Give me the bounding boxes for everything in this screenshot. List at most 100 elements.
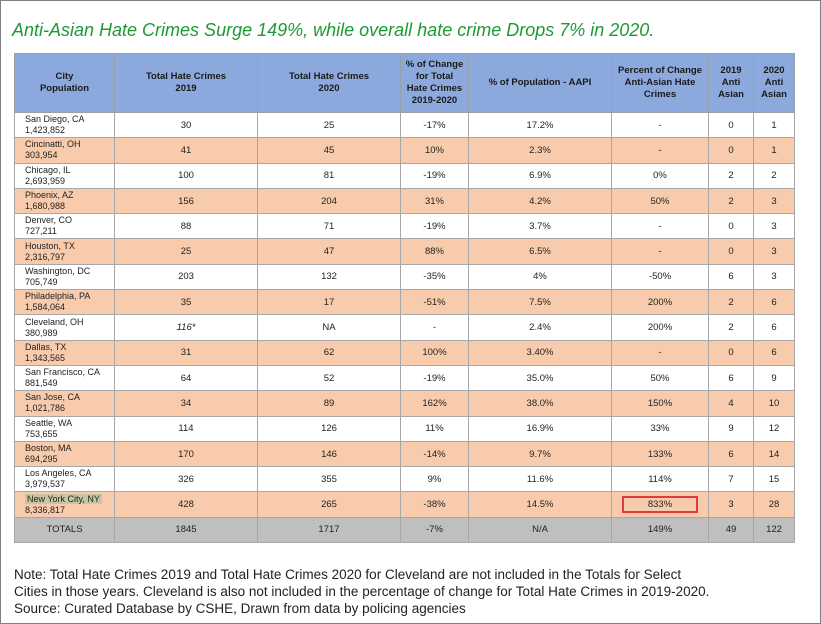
cell-asian_change: 50% <box>611 364 709 392</box>
cell-asian2019: 0 <box>708 137 754 164</box>
total-asian2019: 49 <box>708 516 754 543</box>
cell-asian2019: 6 <box>708 440 754 468</box>
city-cell: Los Angeles, CA 3,979,537 <box>14 466 115 493</box>
city-name: Los Angeles, CA <box>25 468 92 479</box>
cell-aapi: 4% <box>468 263 612 291</box>
city-name: Phoenix, AZ <box>25 190 74 201</box>
city-name: Boston, MA <box>25 443 72 453</box>
totals-row: TOTALS 1845 1717 -7% N/A 149% 49 122 <box>14 516 795 543</box>
column-header-2: Total Hate Crimes 2019 <box>114 53 258 113</box>
cell-asian_change: 114% <box>611 466 709 493</box>
cell-asian2020: 14 <box>753 440 795 468</box>
cell-asian_change: 200% <box>611 289 709 316</box>
cell-asian2019: 0 <box>708 213 754 240</box>
cell-aapi: 38.0% <box>468 390 612 417</box>
cell-hc2020: 81 <box>257 162 401 189</box>
city-population: 2,693,959 <box>25 175 66 186</box>
cell-aapi: 6.9% <box>468 162 612 189</box>
footnote: Note: Total Hate Crimes 2019 and Total H… <box>14 566 804 617</box>
table-row: Philadelphia, PA 1,584,064 35 17 -51% 7.5% 200… <box>14 289 795 316</box>
cell-hc2019: 203 <box>114 263 258 291</box>
cell-change: -17% <box>400 111 469 139</box>
cell-change: -38% <box>400 491 469 518</box>
city-name: San Diego, CA <box>25 114 85 125</box>
cell-hc2020: NA <box>257 314 401 341</box>
cell-asian2020: 12 <box>753 415 795 442</box>
total-hc2019: 1845 <box>114 516 258 543</box>
cell-aapi: 2.3% <box>468 137 612 164</box>
note-line-1: Note: Total Hate Crimes 2019 and Total H… <box>14 567 682 582</box>
table-row: Cincinatti, OH 303,954 41 45 10% 2.3% -0 1 <box>14 137 795 164</box>
city-cell: Washington, DC 705,749 <box>14 263 115 291</box>
cell-asian2019: 4 <box>708 390 754 417</box>
cell-hc2020: 47 <box>257 238 401 265</box>
cell-asian2019: 9 <box>708 415 754 442</box>
city-cell: Chicago, IL 2,693,959 <box>14 162 115 189</box>
table-row: Los Angeles, CA 3,979,537 326 355 9% 11.6% 114… <box>14 466 795 493</box>
cell-hc2020: 89 <box>257 390 401 417</box>
city-population: 1,423,852 <box>25 125 66 136</box>
cell-asian2020: 15 <box>753 466 795 493</box>
cell-change: -19% <box>400 364 469 392</box>
cell-asian2019: 2 <box>708 162 754 189</box>
cell-hc2019: 326 <box>114 466 258 493</box>
cell-hc2020: 25 <box>257 111 401 139</box>
cell-asian2019: 2 <box>708 314 754 341</box>
city-population: 1,021,786 <box>25 403 66 414</box>
cell-asian_change: 200% <box>611 314 709 341</box>
cell-aapi: 9.7% <box>468 440 612 468</box>
column-header-3: Total Hate Crimes 2020 <box>257 53 401 113</box>
cell-hc2019: 114 <box>114 415 258 442</box>
city-name: Cleveland, OH <box>25 316 84 327</box>
cell-change: 162% <box>400 390 469 417</box>
note-line-3: Source: Curated Database by CSHE, Drawn … <box>14 601 466 616</box>
cell-hc2019: 31 <box>114 339 258 366</box>
totals-label: TOTALS <box>14 516 115 543</box>
cell-aapi: 3.7% <box>468 213 612 240</box>
table-row: Boston, MA 694,295 170 146 -14% 9.7% 133% 6 14 <box>14 440 795 468</box>
city-name: San Jose, CA <box>25 392 81 403</box>
cell-aapi: 4.2% <box>468 187 612 215</box>
city-name: New York City, NY <box>25 493 102 504</box>
cell-hc2019: 25 <box>114 238 258 265</box>
table-row: Houston, TX 2,316,797 25 47 88% 6.5% -0 3 <box>14 238 795 265</box>
column-header-4: % of Change for Total Hate Crimes 2019-2020 <box>400 53 469 113</box>
table-row: Phoenix, AZ 1,680,988 156 204 31% 4.2% 50% 2 3 <box>14 187 795 215</box>
cell-change: 88% <box>400 238 469 265</box>
city-name: Washington, DC <box>25 265 91 276</box>
cell-hc2020: 45 <box>257 137 401 164</box>
total-change: -7% <box>400 516 469 543</box>
cell-hc2019: 156 <box>114 187 258 215</box>
cell-aapi: 35.0% <box>468 364 612 392</box>
table-row: Cleveland, OH 380,989 116* NA -2.4% 200% 2 6 <box>14 314 795 341</box>
cell-asian_change: 33% <box>611 415 709 442</box>
city-cell: Boston, MA 694,295 <box>14 440 115 468</box>
cell-hc2020: 355 <box>257 466 401 493</box>
cell-hc2020: 71 <box>257 213 401 240</box>
city-cell: San Francisco, CA 881,549 <box>14 364 115 392</box>
column-header-1: City Population <box>14 53 115 113</box>
total-aapi: N/A <box>468 516 612 543</box>
cell-asian_change: - <box>611 111 709 139</box>
cell-asian2020: 3 <box>753 187 795 215</box>
cell-hc2020: 146 <box>257 440 401 468</box>
cell-asian_change: 150% <box>611 390 709 417</box>
cell-hc2019: 428 <box>114 491 258 518</box>
city-population: 2,316,797 <box>25 251 66 262</box>
cell-asian2019: 3 <box>708 491 754 518</box>
column-header-6: Percent of Change Anti-Asian Hate Crimes <box>611 53 709 113</box>
city-name: Chicago, IL <box>25 164 71 175</box>
cell-aapi: 7.5% <box>468 289 612 316</box>
city-population: 8,336,817 <box>25 504 66 515</box>
city-name: Philadelphia, PA <box>25 291 91 302</box>
column-header-7: 2019 Anti Asian <box>708 53 754 113</box>
header-row: City Population Total Hate Crimes 2019 Total… <box>14 53 795 113</box>
cell-change: 31% <box>400 187 469 215</box>
cell-aapi: 17.2% <box>468 111 612 139</box>
cell-hc2020: 132 <box>257 263 401 291</box>
total-asian2020: 122 <box>753 516 795 543</box>
cell-asian2020: 10 <box>753 390 795 417</box>
note-line-2: Cities in those years. Cleveland is also… <box>14 584 710 599</box>
cell-asian2019: 6 <box>708 364 754 392</box>
cell-change: -19% <box>400 162 469 189</box>
